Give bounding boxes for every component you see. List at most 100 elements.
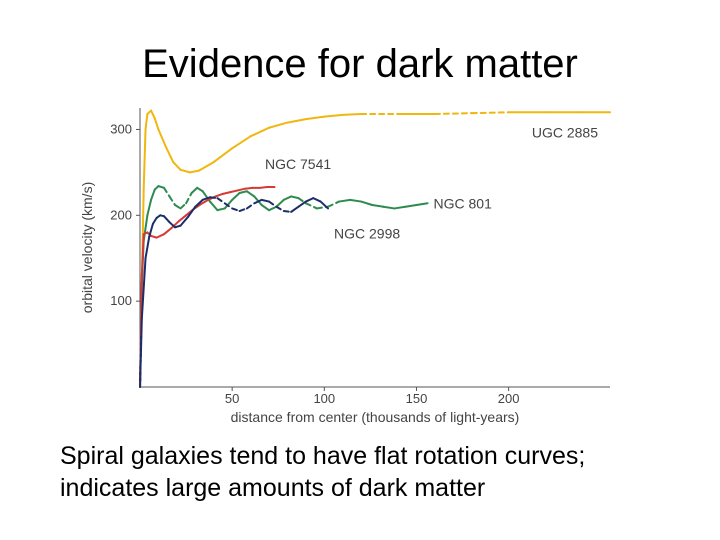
series-line-segment [231,135,252,150]
series-line-segment [304,197,315,203]
series-line-segment [201,196,212,201]
series-line-segment [153,117,160,131]
series-line-segment [268,200,278,208]
series-line-segment [177,214,188,223]
series-line-segment [341,113,363,116]
series-line-segment [214,192,224,198]
x-tick-label: 200 [498,391,520,406]
series-line-segment [146,198,153,217]
rotation-curve-chart: 100 200 300 50 100 150 200 distance from center… [79,108,611,425]
series-line-segment [162,227,173,236]
series-line-segment [245,190,256,198]
series-line-segment [249,126,271,138]
series-line-segment [371,204,385,208]
series-line-segment [433,112,473,116]
series-line-segment [238,207,248,213]
series-line-segment [244,186,254,190]
series-line-segment [196,186,204,193]
series-line-segment [360,200,374,207]
series-line-segment [216,197,226,205]
series-line-segment [142,128,147,191]
series-line-segment [297,200,307,208]
series-line-segment [290,205,300,213]
series-line-segment [168,195,177,207]
series-line-segment [393,205,407,210]
y-tick-label: 200 [110,207,132,222]
caption-line-1: Spiral galaxies tend to have flat rotati… [60,442,586,470]
series-line-segment [197,161,215,172]
series-line-segment [349,198,363,203]
curve-label-ugc-2885: UGC 2885 [532,124,598,140]
series-line-segment [157,128,167,148]
series-line-segment [185,191,193,205]
slide-caption: Spiral galaxies tend to have flat rotati… [60,440,700,504]
series-line-segment [275,205,285,213]
series-line-segment [245,202,256,210]
series-line-segment [223,198,234,210]
series-line-segment [231,191,241,201]
series-line-segment [172,161,182,171]
series-line-segment [312,197,322,203]
x-tick-label: 150 [406,391,428,406]
series-line-segment [268,205,278,212]
series-line-segment [179,216,189,227]
series-ngc-7541 [139,185,276,388]
x-axis-label: distance from center (thousands of light… [231,409,520,425]
series-line-segment [323,113,344,118]
series-line-segment [209,196,219,200]
series-line-segment [140,257,147,320]
series-line-segment [260,198,271,203]
series-line-segment [140,233,145,277]
series-line-segment [164,145,175,164]
series-line-segment [229,189,239,194]
series-line-segment [260,204,271,212]
series-line-segment [209,200,219,212]
series-line-segment [223,202,234,210]
series-line-segment [253,198,263,205]
series-line-segment [216,207,226,212]
series-line-segment [415,202,429,207]
series-origin-dotted [139,335,143,388]
y-axis-label: orbital velocity (km/s) [79,182,95,313]
series-line-segment [231,207,241,213]
caption-line-2: indicates large amounts of dark matter [60,474,486,502]
x-tick-label: 100 [313,391,335,406]
series-line-segment [236,187,247,192]
series-line-segment [179,168,191,174]
y-tick-label: 100 [110,293,132,308]
series-line-segment [212,147,234,164]
series-line-segment [199,198,210,206]
series-line-segment [286,118,307,124]
series-line-segment [338,198,352,203]
series-line-segment [297,197,307,205]
series-line-segment [282,210,293,213]
series-line-segment [144,235,151,260]
series-line-segment [151,216,158,225]
series-ugc-2885 [139,109,611,388]
curve-label-ngc-2998: NGC 2998 [334,225,400,241]
series-line-segment [258,185,269,189]
series-line-segment [150,109,156,120]
series-line-segment [190,186,199,194]
series-line-segment [238,190,248,194]
y-tick-label: 300 [110,121,132,136]
slide-title: Evidence for dark matter [142,42,578,86]
series-line-segment [170,220,180,230]
series-ngc-2998 [139,196,329,388]
series-line-segment [319,200,329,210]
series-line-segment [144,113,149,131]
series-line-segment [470,111,510,115]
series-ngc-801 [139,185,429,388]
series-line-segment [221,191,232,195]
series-line-segment [382,205,396,210]
curve-label-ngc-801: NGC 801 [434,195,493,211]
series-line-segment [148,222,154,238]
series-line-segment [275,198,285,208]
series-line-segment [268,121,289,129]
series-line-segment [150,188,156,201]
series-line-segment [404,204,418,208]
series-line-segment [168,221,177,229]
series-line-segment [304,115,326,121]
series-line-segment [188,169,200,174]
series-line-segment [327,200,341,208]
